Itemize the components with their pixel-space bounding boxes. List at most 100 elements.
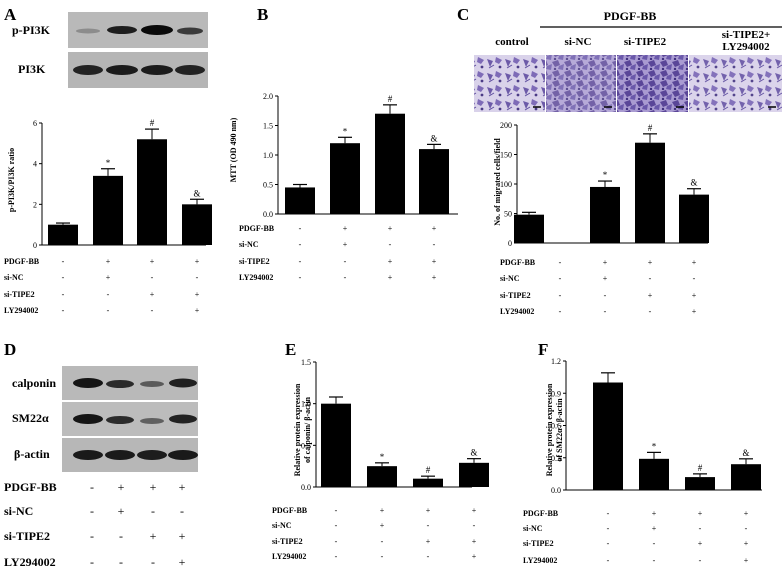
condition-mark: - — [607, 524, 610, 533]
y-tick-label: 0.3 — [551, 454, 561, 463]
condition-mark: - — [107, 306, 110, 315]
condition-mark: + — [426, 537, 431, 546]
bar — [419, 149, 449, 214]
condition-mark: - — [196, 273, 199, 282]
blot-label-sm22a: SM22α — [12, 411, 49, 425]
bar — [679, 194, 709, 243]
migration-images: PDGF-BB control si-NC si-TIPE2 si-TIPE2+… — [474, 9, 782, 112]
condition-label: si-TIPE2 — [500, 291, 531, 300]
condition-mark: - — [107, 290, 110, 299]
condition-label: si-NC — [523, 524, 543, 533]
band — [175, 65, 205, 75]
bar — [137, 139, 167, 245]
condition-mark: - — [180, 504, 184, 518]
condition-mark: + — [692, 258, 697, 267]
condition-mark: + — [150, 257, 155, 266]
band — [137, 450, 167, 460]
bar — [639, 458, 669, 490]
bar-chart-a: 0 2 4 6 p-PI3K/PI3K ratio * # & — [7, 118, 212, 250]
y-tick-label: 1.0 — [263, 151, 273, 160]
y-axis-label: No. of migrated cells/field — [493, 138, 502, 226]
condition-mark: + — [388, 273, 393, 282]
bar-chart-c: 0 50 100 150 200 No. of migrated cells/field *… — [493, 121, 709, 248]
condition-mark: - — [699, 524, 702, 533]
condition-mark: - — [299, 224, 302, 233]
bar — [635, 142, 665, 243]
bar — [590, 186, 620, 243]
condition-mark: - — [649, 274, 652, 283]
condition-table-a: PDGF-BB - + + + si-NC - + - - si-TIPE2 - - + + LY294002… — [4, 257, 200, 315]
condition-mark: + — [179, 555, 186, 569]
y-axis-label: Relative protein expressionof SM22α / β-… — [545, 383, 564, 476]
condition-mark: + — [195, 290, 200, 299]
condition-mark: - — [90, 529, 94, 543]
band — [106, 380, 134, 388]
y-tick-label: 1.0 — [301, 400, 311, 409]
significance-mark: * — [652, 441, 657, 451]
condition-mark: - — [607, 556, 610, 565]
condition-mark: + — [744, 539, 749, 548]
micrograph-si-nc — [546, 55, 616, 112]
y-tick-label: 0.5 — [263, 181, 273, 190]
y-tick-label: 1.5 — [263, 122, 273, 131]
condition-mark: - — [62, 290, 65, 299]
condition-mark: - — [90, 555, 94, 569]
significance-mark: & — [742, 448, 749, 458]
y-tick-label: 1.5 — [301, 358, 311, 367]
condition-mark: + — [603, 274, 608, 283]
condition-mark: - — [299, 240, 302, 249]
band — [107, 26, 137, 34]
bar — [48, 224, 78, 245]
condition-mark: + — [744, 556, 749, 565]
condition-mark: + — [195, 306, 200, 315]
condition-mark: + — [380, 506, 385, 515]
condition-mark: - — [745, 524, 748, 533]
img-label-si-tipe2-plus: si-TIPE2+ — [722, 29, 770, 41]
condition-label: si-NC — [239, 240, 259, 249]
condition-label: LY294002 — [239, 273, 273, 282]
condition-mark: - — [299, 273, 302, 282]
condition-mark: - — [335, 537, 338, 546]
condition-label: si-TIPE2 — [523, 539, 554, 548]
blot-label-calponin: calponin — [12, 376, 56, 390]
condition-mark: + — [388, 257, 393, 266]
condition-mark: - — [433, 240, 436, 249]
condition-label: si-TIPE2 — [4, 529, 50, 543]
condition-mark: - — [699, 556, 702, 565]
significance-mark: * — [380, 452, 385, 462]
condition-label: PDGF-BB — [239, 224, 275, 233]
significance-mark: # — [648, 123, 653, 133]
condition-mark: - — [693, 274, 696, 283]
y-tick-label: 100 — [500, 180, 512, 189]
bar — [514, 214, 544, 243]
band — [140, 418, 164, 424]
micrograph-si-tipe2-ly — [689, 55, 782, 112]
condition-mark: + — [179, 480, 186, 494]
band — [141, 25, 173, 35]
condition-mark: - — [299, 257, 302, 266]
y-tick-label: 0.5 — [301, 441, 311, 450]
bar — [182, 204, 212, 245]
condition-mark: + — [426, 506, 431, 515]
bar-chart-f: 0.0 0.3 0.6 0.9 1.2 Relative protein expressi… — [545, 357, 762, 495]
y-tick-label: 0.0 — [263, 210, 273, 219]
condition-mark: + — [150, 480, 157, 494]
blot-d: calponin SM22α β-actin — [12, 366, 198, 472]
y-axis-label: Relative protein expressionof calponin/ … — [293, 383, 312, 476]
condition-label: si-NC — [272, 521, 292, 530]
condition-mark: - — [90, 480, 94, 494]
band — [168, 450, 198, 460]
bar — [375, 113, 405, 214]
condition-mark: + — [652, 524, 657, 533]
bar — [330, 143, 360, 214]
condition-mark: - — [559, 291, 562, 300]
condition-label: LY294002 — [272, 552, 306, 561]
y-tick-label: 0.0 — [301, 483, 311, 492]
condition-mark: + — [432, 273, 437, 282]
bar-chart-b: 0.0 0.5 1.0 1.5 2.0 MTT (OD 490 nm) * # & — [229, 92, 458, 219]
bar-chart-e: 0.0 0.5 1.0 1.5 Relative protein expressiono… — [293, 358, 489, 492]
significance-mark: * — [106, 158, 111, 168]
condition-mark: + — [343, 240, 348, 249]
significance-mark: # — [698, 463, 703, 473]
condition-mark: + — [432, 224, 437, 233]
